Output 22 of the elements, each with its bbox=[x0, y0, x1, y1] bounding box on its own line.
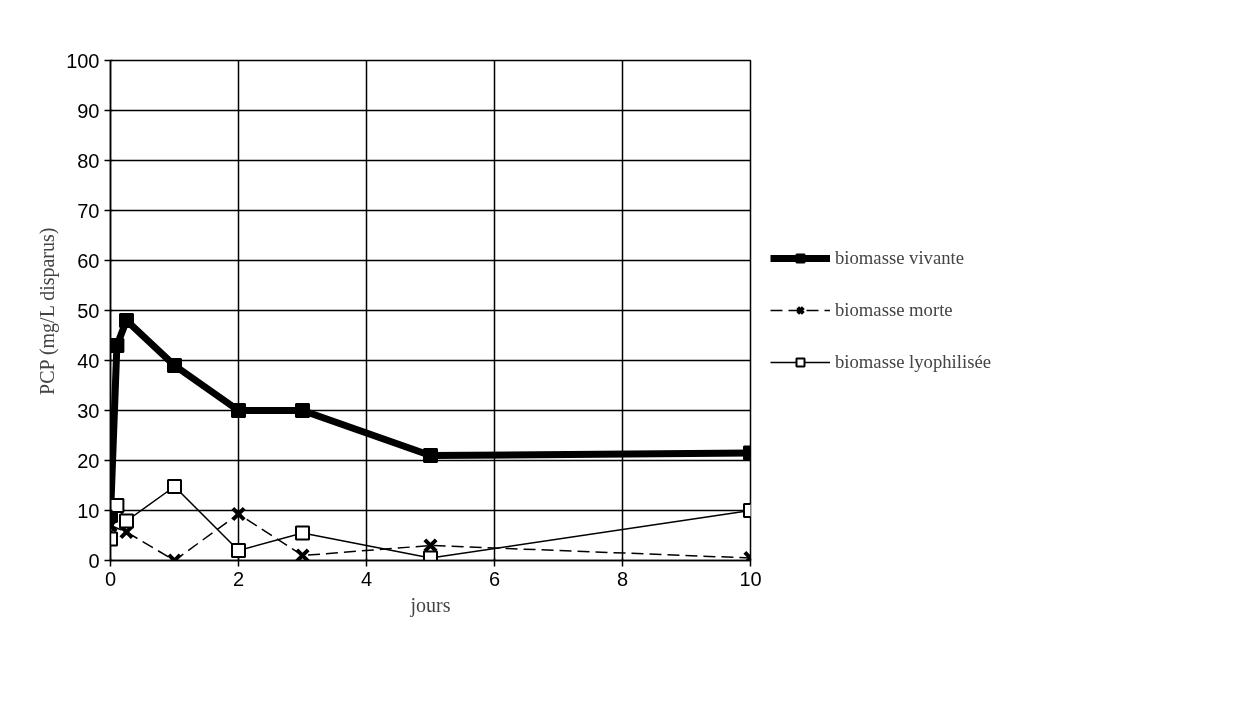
x-tick-label: 2 bbox=[232, 567, 245, 590]
y-tick-label: 0 bbox=[88, 549, 100, 572]
legend-label: biomasse lyophilisée bbox=[835, 351, 991, 373]
y-tick-label: 80 bbox=[77, 149, 100, 172]
x-tick-label: 4 bbox=[360, 567, 373, 590]
y-tick-label: 100 bbox=[66, 49, 100, 72]
y-tick-label: 20 bbox=[77, 449, 100, 472]
x-tick-label: 8 bbox=[616, 567, 629, 590]
legend-label: biomasse vivante bbox=[835, 247, 965, 269]
x-tick-label: 0 bbox=[104, 567, 117, 590]
y-axis-title: PCP (mg/L disparus) bbox=[36, 227, 60, 395]
x-axis-title: jours bbox=[409, 593, 451, 617]
y-tick-label: 70 bbox=[77, 199, 100, 222]
y-tick-label: 90 bbox=[77, 99, 100, 122]
y-tick-label: 40 bbox=[77, 349, 100, 372]
x-tick-label: 10 bbox=[739, 567, 762, 590]
x-tick-label: 6 bbox=[488, 567, 501, 590]
legend-label: biomasse morte bbox=[835, 299, 953, 321]
y-tick-label: 30 bbox=[77, 399, 100, 422]
y-tick-label: 60 bbox=[77, 249, 100, 272]
y-tick-label: 10 bbox=[77, 499, 100, 522]
y-tick-label: 50 bbox=[77, 299, 100, 322]
